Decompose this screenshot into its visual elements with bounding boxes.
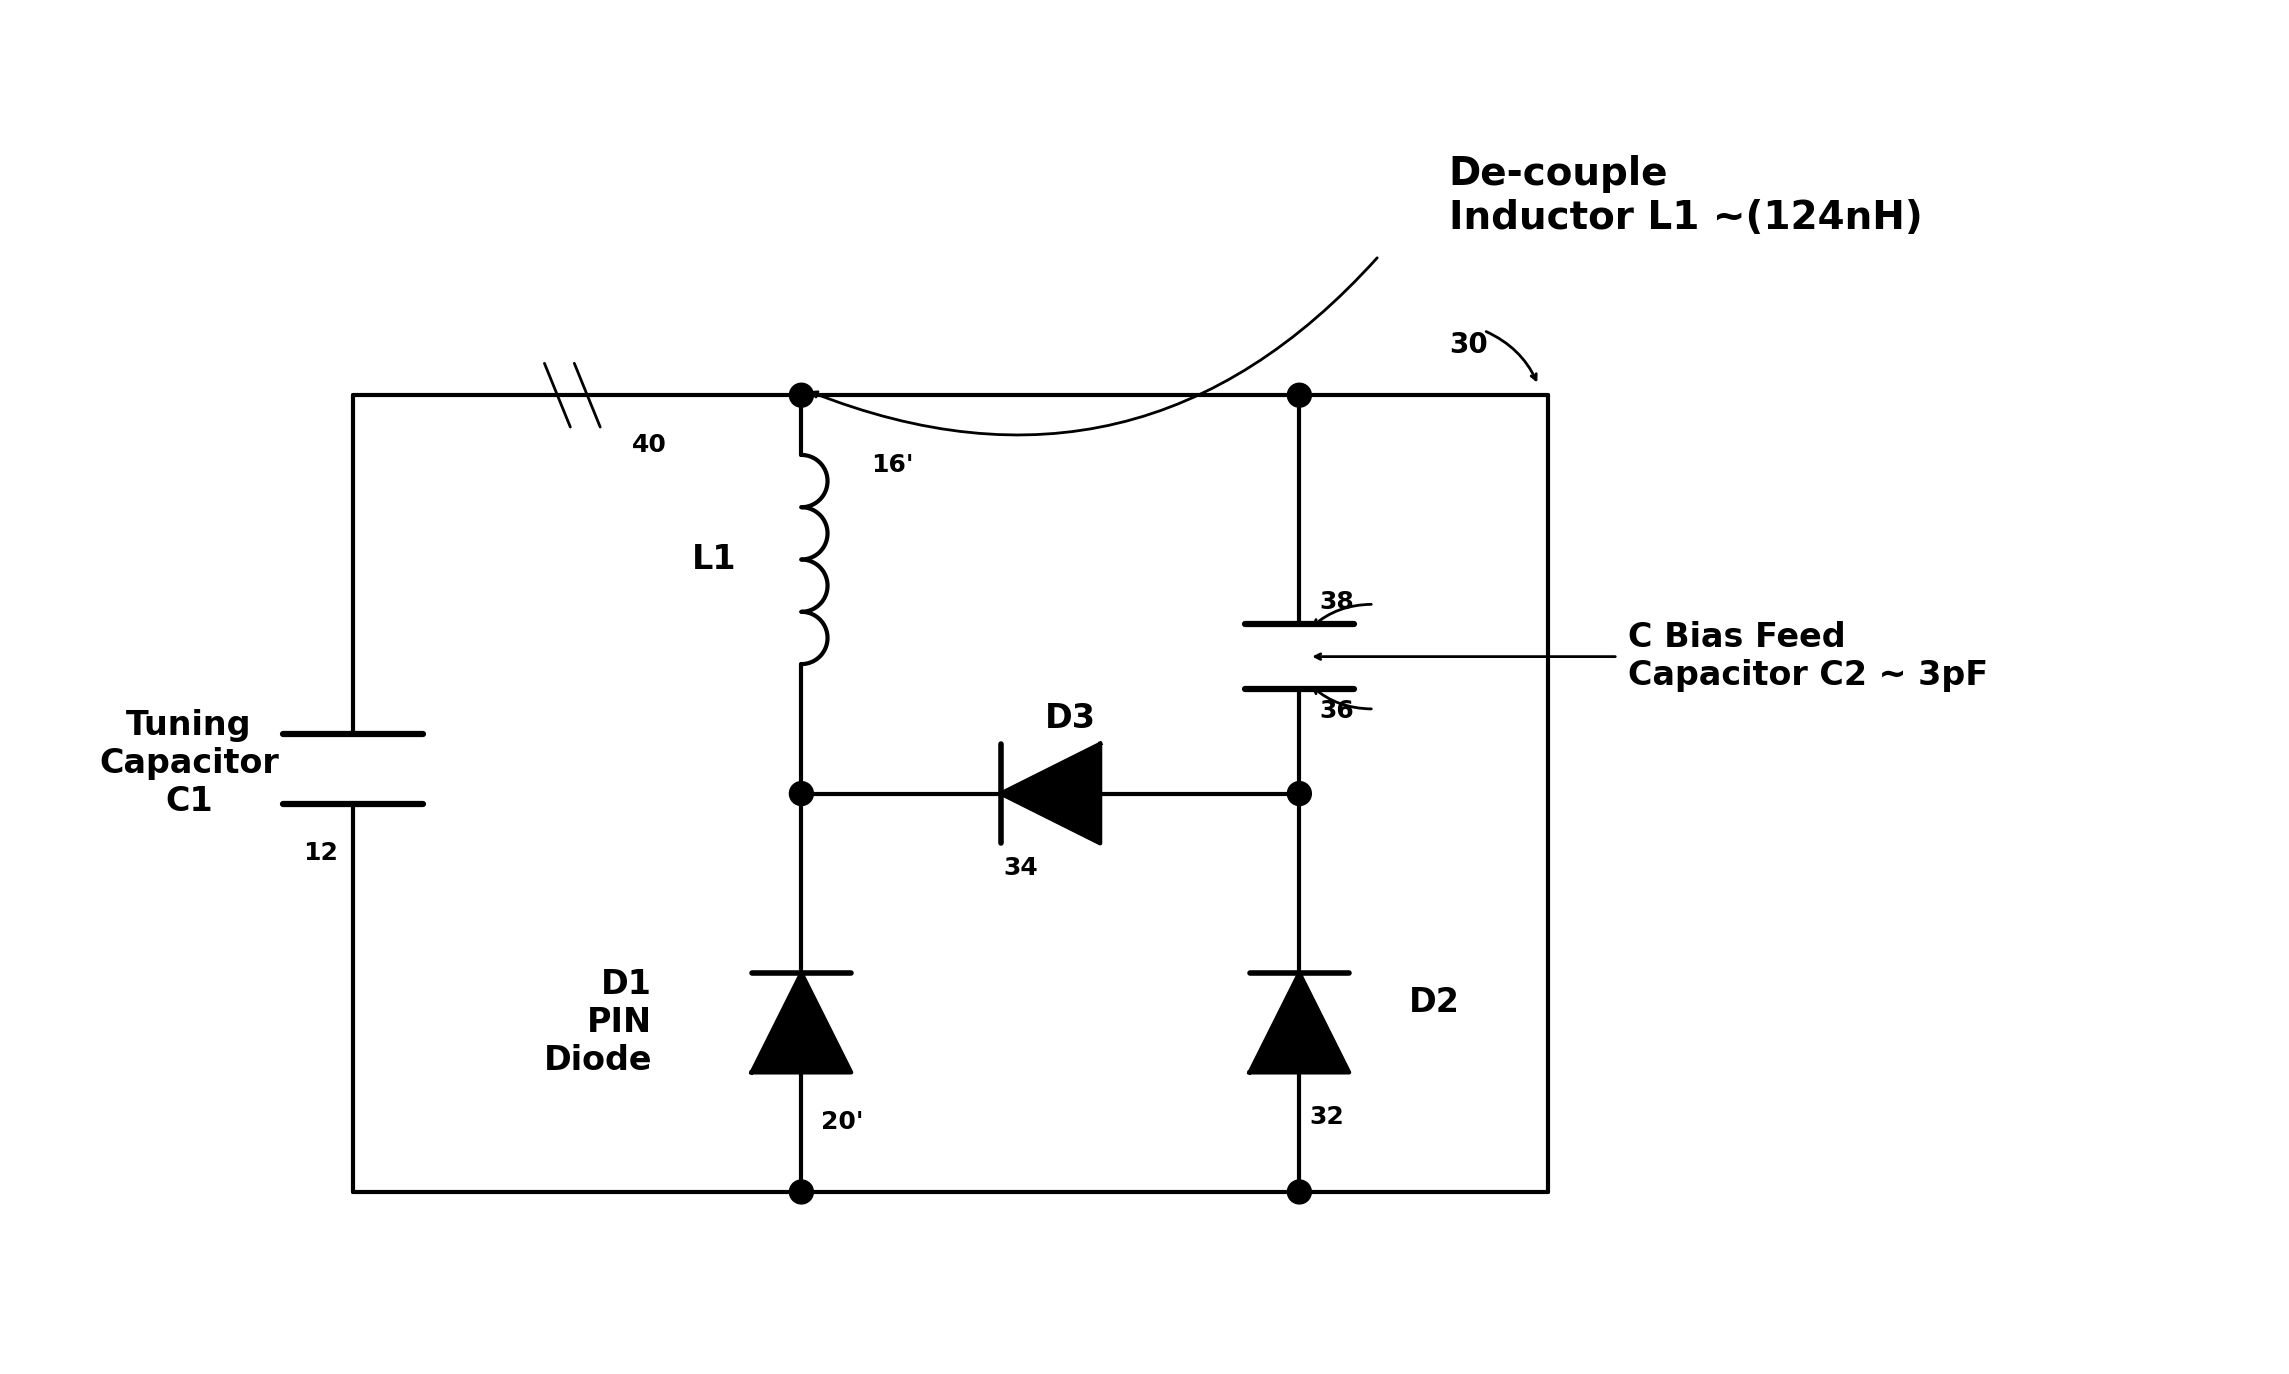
Text: 32: 32 [1309, 1105, 1344, 1129]
Polygon shape [1000, 743, 1101, 844]
Text: 38: 38 [1318, 591, 1355, 614]
Text: C Bias Feed
Capacitor C2 ~ 3pF: C Bias Feed Capacitor C2 ~ 3pF [1627, 621, 1989, 692]
Text: D2: D2 [1410, 987, 1460, 1020]
Text: 34: 34 [1003, 856, 1037, 881]
Text: D1
PIN
Diode: D1 PIN Diode [542, 967, 652, 1077]
Circle shape [1286, 782, 1312, 805]
Text: 16': 16' [872, 453, 913, 477]
Text: 20': 20' [822, 1110, 863, 1134]
Text: 40: 40 [632, 433, 666, 458]
Circle shape [1286, 383, 1312, 407]
Text: 12: 12 [304, 841, 339, 866]
Text: L1: L1 [691, 543, 737, 576]
Text: D3: D3 [1044, 702, 1096, 735]
Text: De-couple
Inductor L1 ~(124nH): De-couple Inductor L1 ~(124nH) [1449, 155, 1923, 236]
Polygon shape [751, 973, 852, 1073]
Circle shape [790, 383, 813, 407]
Polygon shape [1250, 973, 1348, 1073]
Circle shape [1286, 1180, 1312, 1204]
Text: 36: 36 [1318, 699, 1355, 723]
Circle shape [790, 1180, 813, 1204]
Text: Tuning
Capacitor
C1: Tuning Capacitor C1 [98, 709, 279, 819]
Text: 30: 30 [1449, 331, 1488, 360]
Circle shape [790, 782, 813, 805]
